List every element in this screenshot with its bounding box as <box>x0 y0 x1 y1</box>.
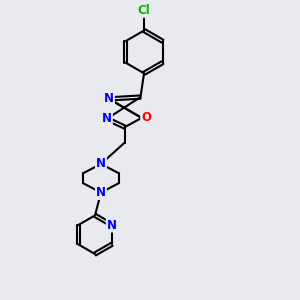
Text: N: N <box>107 218 117 232</box>
Text: O: O <box>141 111 151 124</box>
Text: Cl: Cl <box>138 4 150 17</box>
Text: N: N <box>104 92 114 105</box>
Text: N: N <box>96 186 106 199</box>
Text: N: N <box>96 158 106 170</box>
Text: N: N <box>102 112 112 125</box>
